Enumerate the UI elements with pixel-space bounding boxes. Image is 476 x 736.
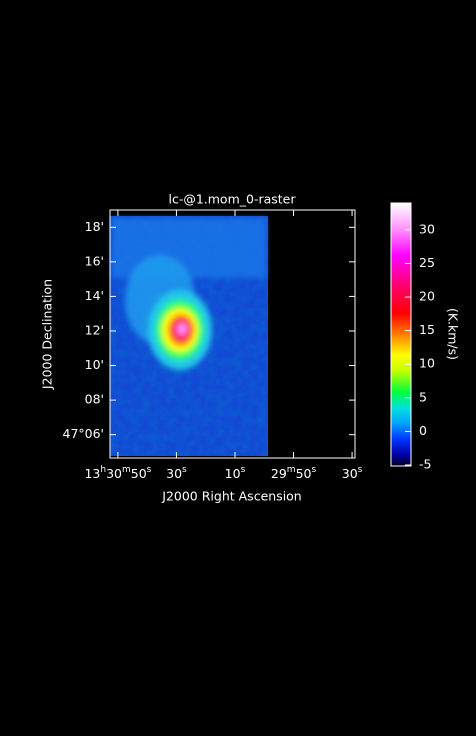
y-tick-label: 10' — [85, 357, 104, 372]
y-tick-label: 14' — [85, 288, 104, 303]
x-axis-label: J2000 Right Ascension — [161, 489, 301, 504]
y-tick-label: 18' — [85, 219, 104, 234]
x-tick-label: 10s — [225, 465, 246, 481]
colorbar-label: (K.km/s) — [446, 308, 461, 360]
x-tick-label: 13h30m50s — [84, 465, 151, 481]
y-tick-label: 47°06' — [63, 426, 105, 441]
colorbar-tick-label: 0 — [419, 423, 427, 438]
colorbar-tick-label: -5 — [419, 456, 431, 471]
colorbar-tick-label: 25 — [419, 255, 435, 270]
plot-frame — [109, 209, 356, 459]
y-axis-label: J2000 Declination — [40, 279, 55, 390]
y-tick-label: 12' — [85, 322, 104, 337]
y-tick-label: 16' — [85, 253, 104, 268]
x-tick-label: 30s — [166, 465, 187, 481]
colorbar-tick-label: 20 — [419, 289, 435, 304]
chart-title: lc-@1.mom_0-raster — [168, 192, 296, 207]
colorbar-tick-label: 15 — [419, 322, 435, 337]
colorbar-tick-label: 5 — [419, 389, 427, 404]
colorbar-tick-label: 10 — [419, 356, 435, 371]
colorbar-tick-label: 30 — [419, 221, 435, 236]
x-tick-label: 30s — [342, 465, 363, 481]
y-tick-label: 08' — [85, 392, 104, 407]
colorbar — [390, 202, 412, 467]
x-tick-label: 29m50s — [271, 465, 317, 481]
raster-image — [110, 216, 268, 456]
